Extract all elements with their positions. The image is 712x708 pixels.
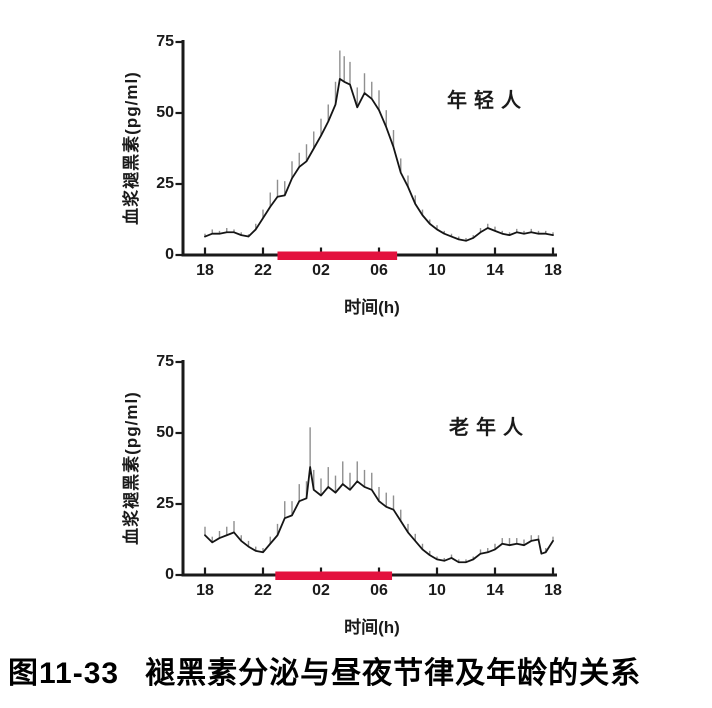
chart-young-plot bbox=[175, 40, 557, 260]
x-tick-label: 18 bbox=[196, 262, 214, 279]
melatonin-curve bbox=[204, 78, 554, 242]
x-tick-label: 10 bbox=[428, 262, 446, 279]
y-tick-label: 50 bbox=[156, 104, 174, 121]
x-tick-label: 02 bbox=[312, 582, 330, 599]
night-period-bar bbox=[277, 251, 398, 260]
x-axis-title: 时间(h) bbox=[344, 298, 400, 317]
chart-panel-elderly: 血浆褪黑素(pg/ml) 时间(h) 老年人 18 22 02 06 10 14 18 0 25… bbox=[0, 320, 712, 640]
y-tick-label: 0 bbox=[165, 246, 174, 263]
x-tick-label: 14 bbox=[486, 262, 504, 279]
x-tick-label: 22 bbox=[254, 262, 272, 279]
x-tick-label: 06 bbox=[370, 262, 388, 279]
melatonin-curve bbox=[204, 466, 554, 564]
caption-title: 褪黑素分泌与昼夜节律及年龄的关系 bbox=[145, 657, 642, 690]
y-tick-label: 50 bbox=[156, 424, 174, 441]
y-tick-label: 75 bbox=[156, 33, 174, 50]
chart-panel-young: 血浆褪黑素(pg/ml) 时间(h) 年轻人 18 22 02 06 10 14 18 0 25… bbox=[0, 0, 712, 320]
x-axis-title: 时间(h) bbox=[344, 618, 400, 637]
x-tick-label: 02 bbox=[312, 262, 330, 279]
x-tick-label: 18 bbox=[544, 582, 562, 599]
caption-number: 图11-33 bbox=[8, 657, 120, 690]
x-tick-label: 06 bbox=[370, 582, 388, 599]
x-tick-label: 18 bbox=[544, 262, 562, 279]
x-tick-label: 22 bbox=[254, 582, 272, 599]
y-tick-label: 25 bbox=[156, 495, 174, 512]
series-label-young: 年轻人 bbox=[447, 90, 528, 112]
night-period-bar bbox=[275, 571, 393, 580]
series-label-elderly: 老年人 bbox=[449, 417, 530, 439]
x-tick-label: 14 bbox=[486, 582, 504, 599]
y-tick-label: 0 bbox=[165, 566, 174, 583]
x-tick-label: 18 bbox=[196, 582, 214, 599]
y-tick-label: 25 bbox=[156, 175, 174, 192]
y-tick-label: 75 bbox=[156, 353, 174, 370]
y-axis-title: 血浆褪黑素(pg/ml) bbox=[122, 391, 141, 545]
y-axis-title: 血浆褪黑素(pg/ml) bbox=[122, 71, 141, 225]
x-tick-label: 10 bbox=[428, 582, 446, 599]
figure-caption: 图11-33 褪黑素分泌与昼夜节律及年龄的关系 bbox=[8, 648, 708, 692]
chart-elderly-plot bbox=[175, 360, 557, 580]
